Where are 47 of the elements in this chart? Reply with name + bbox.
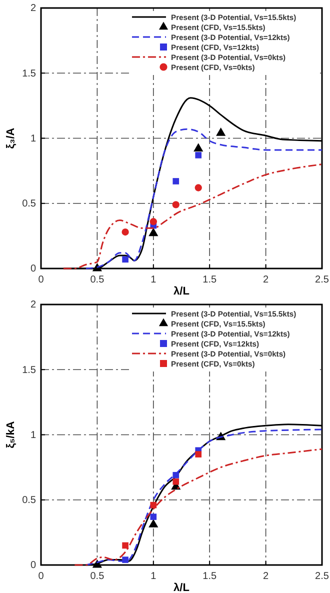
y-tick-label: 1 [30, 133, 36, 144]
y-axis-title: ξ₃/A [5, 128, 17, 149]
y-tick-label: 2 [30, 3, 36, 14]
x-tick-label: 0 [38, 274, 44, 286]
point [150, 502, 157, 508]
point [172, 201, 180, 208]
point [172, 178, 180, 184]
x-tick-label: 2 [263, 274, 270, 286]
y-tick-label: 1.5 [22, 364, 36, 376]
point [122, 542, 128, 549]
point [122, 228, 129, 236]
y-tick-label: 2 [30, 300, 36, 311]
x-tick-label: 0.5 [90, 274, 105, 286]
line-series [62, 164, 323, 270]
x-tick-label: 1 [150, 274, 157, 286]
x-axis-title: λ/L [174, 286, 190, 298]
point [172, 472, 180, 478]
point [148, 519, 158, 528]
x-tick-label: 2.5 [315, 274, 330, 286]
x-tick-label: 0 [38, 571, 44, 582]
point [195, 152, 202, 158]
x-tick-label: 1.5 [202, 571, 217, 582]
y-tick-label: 1 [30, 430, 36, 441]
x-axis-title: λ/L [174, 582, 190, 593]
point [195, 451, 202, 458]
y-tick-label: 0.5 [22, 495, 36, 506]
point [150, 514, 157, 520]
point [122, 256, 128, 263]
x-tick-label: 0.5 [90, 571, 105, 582]
point [92, 559, 102, 568]
point [148, 228, 158, 236]
y-tick-label: 0.5 [22, 198, 36, 210]
point [150, 218, 157, 226]
y-tick-label: 1.5 [22, 68, 36, 80]
line-series [74, 448, 323, 566]
x-tick-label: 2 [263, 571, 270, 582]
point [172, 478, 180, 485]
point [122, 556, 128, 563]
y-tick-label: 0 [30, 560, 36, 572]
point [216, 127, 226, 136]
point [194, 143, 204, 152]
x-tick-label: 2.5 [315, 571, 330, 582]
x-tick-label: 1 [150, 571, 157, 582]
y-axis-title: ξ₅/kA [5, 421, 17, 448]
point [194, 184, 202, 192]
y-tick-label: 0 [30, 264, 36, 275]
x-tick-label: 1.5 [202, 274, 217, 286]
